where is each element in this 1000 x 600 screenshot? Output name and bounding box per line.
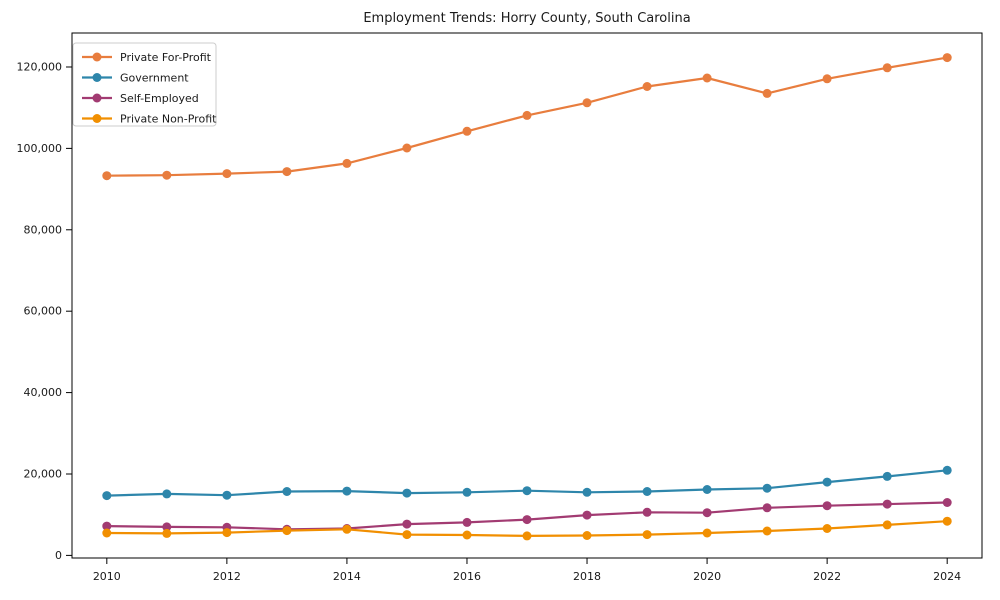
x-tick-label: 2022 [813, 570, 841, 583]
series-layer [102, 53, 952, 541]
data-point-private-non-profit [582, 531, 592, 540]
data-point-self-employed [582, 510, 592, 520]
data-point-government [702, 485, 712, 494]
plot-frame [71, 32, 983, 559]
data-point-self-employed [882, 499, 892, 509]
data-point-private-non-profit [462, 530, 472, 540]
x-tick-label: 2016 [453, 570, 481, 583]
y-tick-label: 80,000 [24, 223, 63, 236]
y-tick-label: 20,000 [24, 467, 63, 480]
data-point-private-non-profit [942, 516, 952, 526]
data-point-self-employed [522, 515, 532, 525]
data-point-private-for-profit [162, 170, 172, 180]
x-axis: 2010 2012 2014 2016 2018 2020 2022 2024 [93, 558, 961, 583]
data-point-private-for-profit [762, 88, 772, 98]
data-point-private-for-profit [882, 63, 892, 73]
data-point-private-for-profit [822, 74, 832, 84]
data-point-government [642, 487, 652, 496]
data-point-private-non-profit [522, 531, 532, 541]
data-point-private-non-profit [642, 530, 652, 540]
data-point-self-employed [462, 517, 472, 527]
x-tick-label: 2012 [213, 570, 241, 583]
legend-marker-private-for-profit [92, 52, 102, 62]
data-point-private-non-profit [402, 530, 412, 540]
y-tick-label: 60,000 [24, 305, 63, 318]
data-point-private-non-profit [702, 528, 712, 538]
legend: Private For-Profit Government Self-Employe… [72, 42, 217, 127]
data-point-private-for-profit [282, 167, 292, 177]
data-point-private-non-profit [162, 528, 172, 538]
data-point-government [942, 465, 952, 475]
data-point-private-for-profit [462, 126, 472, 136]
chart-title: Employment Trends: Horry County, South C… [363, 11, 690, 26]
data-point-government [762, 483, 772, 493]
data-point-government [462, 487, 472, 497]
data-point-private-for-profit [582, 98, 592, 108]
legend-box [72, 42, 217, 127]
y-axis: 0 20,000 40,000 60,000 80,000 100,000 120,000 [17, 60, 72, 562]
data-point-private-non-profit [882, 520, 892, 530]
plot-border [71, 32, 983, 559]
data-point-private-for-profit [222, 169, 232, 179]
y-tick-label: 40,000 [24, 386, 63, 399]
legend-label-private-non-profit: Private Non-Profit [120, 113, 217, 126]
y-tick-label: 0 [55, 549, 62, 562]
data-point-self-employed [702, 508, 712, 518]
y-tick-label: 100,000 [17, 142, 63, 155]
data-point-government [582, 487, 592, 497]
legend-label-self-employed: Self-Employed [120, 92, 199, 105]
data-point-private-non-profit [282, 526, 292, 536]
x-tick-label: 2024 [933, 570, 961, 583]
legend-label-private-for-profit: Private For-Profit [120, 51, 212, 64]
data-point-self-employed [822, 501, 832, 511]
data-point-government [882, 471, 892, 481]
legend-label-government: Government [120, 72, 189, 85]
y-tick-label: 120,000 [17, 60, 63, 73]
data-point-private-for-profit [102, 171, 112, 181]
data-point-private-non-profit [762, 526, 772, 536]
data-point-private-non-profit [822, 524, 832, 533]
data-point-government [522, 486, 532, 496]
data-point-self-employed [642, 507, 652, 517]
x-tick-label: 2020 [693, 570, 721, 583]
legend-marker-government [92, 73, 102, 82]
data-point-self-employed [942, 498, 952, 507]
data-point-self-employed [762, 503, 772, 513]
data-point-private-for-profit [402, 143, 412, 153]
data-point-government [402, 488, 412, 498]
data-point-private-for-profit [942, 53, 952, 63]
data-point-government [342, 486, 352, 496]
data-point-private-non-profit [102, 528, 112, 538]
data-point-government [822, 477, 832, 487]
data-point-government [162, 489, 172, 499]
data-point-self-employed [102, 521, 112, 531]
data-point-government [282, 487, 292, 496]
x-tick-label: 2010 [93, 570, 121, 583]
data-point-government [222, 490, 232, 500]
data-point-self-employed [402, 519, 412, 529]
data-point-government [102, 491, 112, 501]
data-point-private-for-profit [522, 110, 532, 120]
data-point-private-for-profit [642, 82, 652, 91]
x-tick-label: 2014 [333, 570, 361, 583]
data-point-private-for-profit [702, 73, 712, 83]
legend-marker-self-employed [92, 93, 102, 103]
data-point-private-non-profit [342, 524, 352, 534]
x-tick-label: 2018 [573, 570, 601, 583]
data-point-private-non-profit [222, 528, 232, 538]
data-point-private-for-profit [342, 158, 352, 168]
legend-marker-private-non-profit [92, 114, 102, 123]
data-point-self-employed [162, 522, 172, 532]
